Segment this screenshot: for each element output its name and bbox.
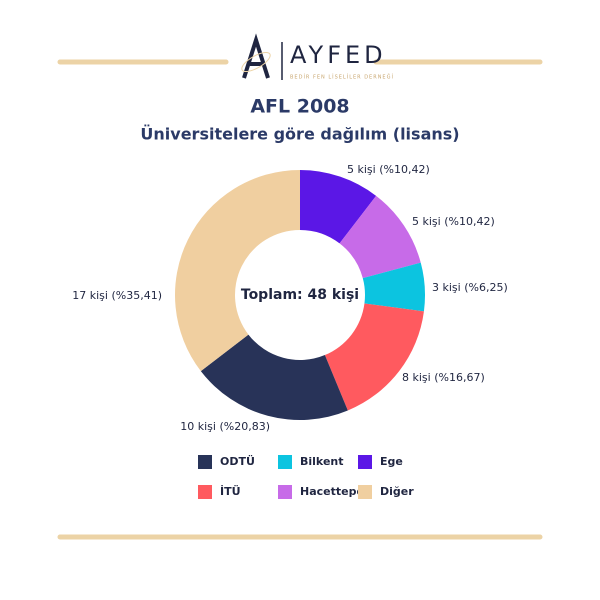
legend-swatch xyxy=(198,455,212,469)
legend-swatch xyxy=(198,485,212,499)
legend-label: Ege xyxy=(380,455,403,468)
legend-label: Bilkent xyxy=(300,455,344,468)
donut-slice xyxy=(300,170,377,244)
slice-label: 10 kişi (%20,83) xyxy=(180,420,270,433)
legend-swatch xyxy=(358,455,372,469)
donut-slice xyxy=(200,334,348,421)
legend-swatch xyxy=(278,485,292,499)
chart-title: AFL 2008 xyxy=(250,96,349,118)
legend-label: Hacettepe xyxy=(300,485,364,498)
slice-label: 17 kişi (%35,41) xyxy=(72,289,162,302)
donut-slice xyxy=(324,303,424,411)
legend-label: Diğer xyxy=(380,485,414,498)
donut-slice xyxy=(174,170,300,372)
donut-slice xyxy=(339,195,421,279)
legend-swatch xyxy=(358,485,372,499)
legend-label: ODTÜ xyxy=(220,454,255,468)
logo-mark xyxy=(241,33,283,80)
legend-swatch xyxy=(278,455,292,469)
legend-label: İTÜ xyxy=(220,484,241,498)
slice-label: 3 kişi (%6,25) xyxy=(432,281,508,294)
logo-tagline: BEDİR FEN LİSELİLER DERNEĞİ xyxy=(290,74,394,81)
chart-subtitle: Üniversitelere göre dağılım (lisans) xyxy=(140,125,459,144)
donut-slice xyxy=(362,262,425,312)
slice-label: 5 kişi (%10,42) xyxy=(347,163,430,176)
logo-name: AYFED xyxy=(290,41,387,69)
center-label: Toplam: 48 kişi xyxy=(241,287,359,303)
slice-label: 8 kişi (%16,67) xyxy=(402,371,485,384)
slice-label: 5 kişi (%10,42) xyxy=(412,215,495,228)
